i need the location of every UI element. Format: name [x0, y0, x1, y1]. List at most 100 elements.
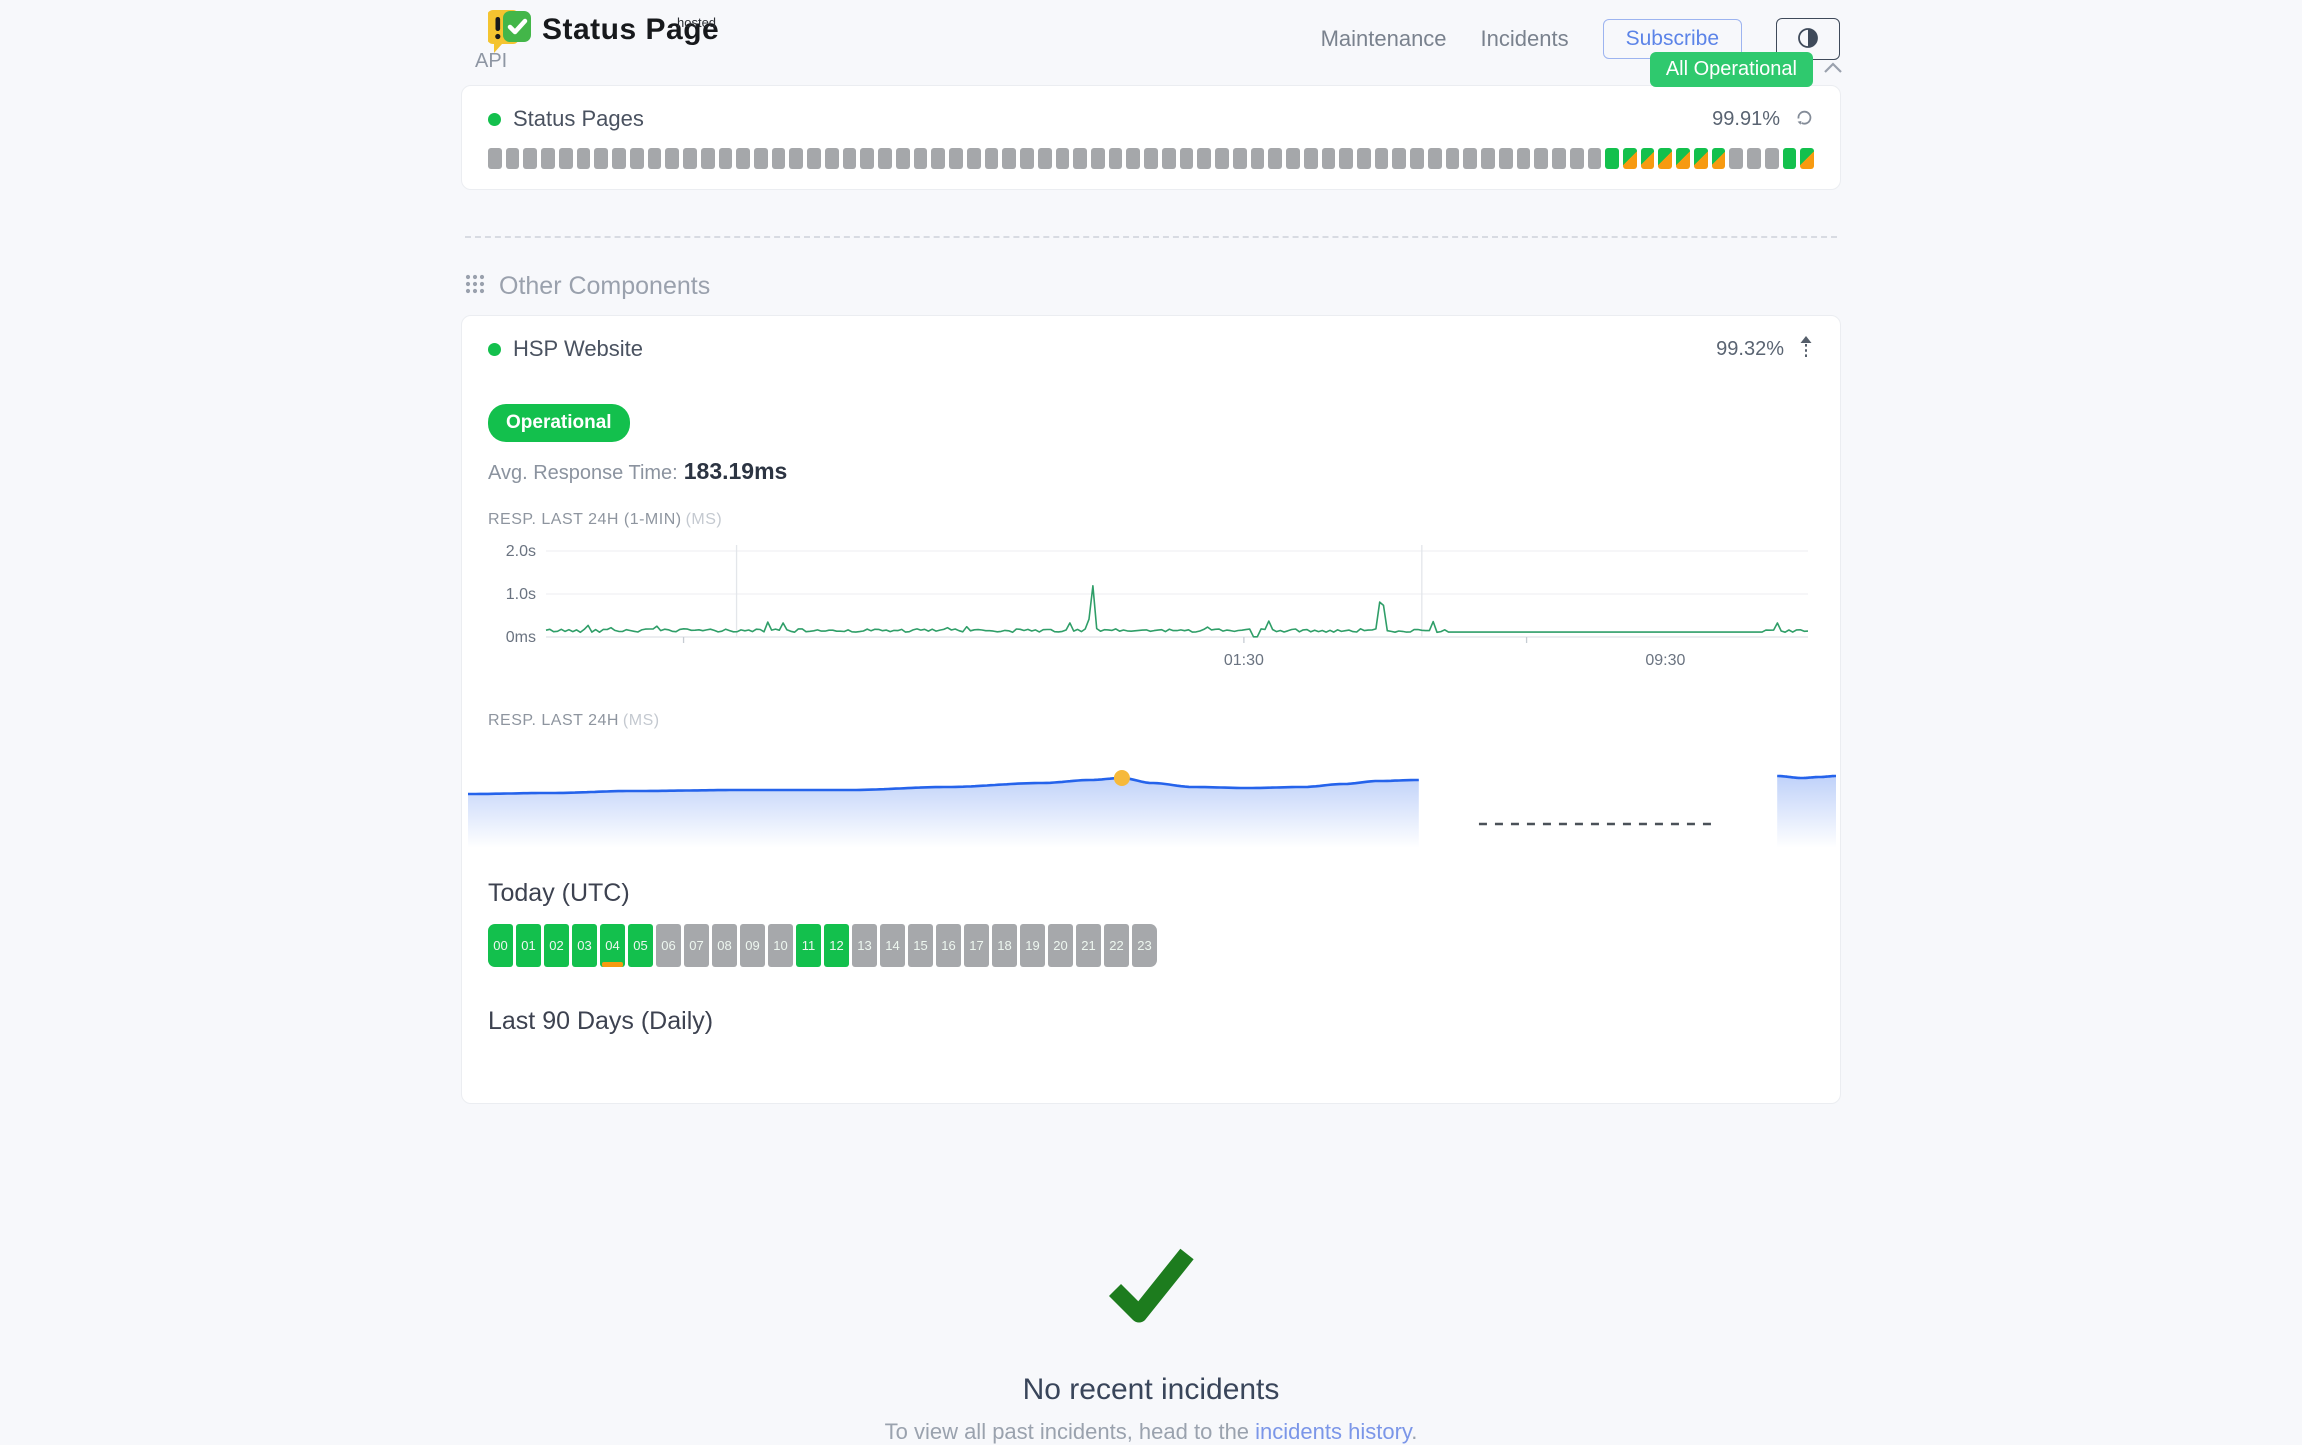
- uptime-bar[interactable]: [1090, 148, 1105, 169]
- uptime-bar[interactable]: [1126, 148, 1141, 169]
- uptime-bar[interactable]: [1002, 148, 1017, 169]
- uptime-bar[interactable]: [594, 148, 609, 169]
- hour-block[interactable]: 15: [908, 924, 933, 967]
- nav-maintenance[interactable]: Maintenance: [1320, 26, 1447, 51]
- uptime-bar[interactable]: [647, 148, 662, 169]
- uptime-bar[interactable]: [1764, 148, 1779, 169]
- incidents-history-link[interactable]: incidents history: [1255, 1419, 1412, 1444]
- hour-block[interactable]: 21: [1076, 924, 1101, 967]
- hour-block[interactable]: 02: [544, 924, 569, 967]
- uptime-bar[interactable]: [1729, 148, 1744, 169]
- uptime-bar[interactable]: [754, 148, 768, 169]
- uptime-bar[interactable]: [1197, 148, 1212, 169]
- uptime-bar[interactable]: [736, 148, 751, 169]
- chevron-up-icon[interactable]: [1823, 61, 1843, 79]
- response-time-area-chart[interactable]: [468, 736, 1838, 853]
- uptime-bar[interactable]: [700, 148, 715, 169]
- uptime-bar[interactable]: [1800, 148, 1815, 169]
- uptime-bar[interactable]: [576, 148, 591, 169]
- hour-block[interactable]: 11: [796, 924, 821, 967]
- uptime-bar[interactable]: [860, 148, 875, 169]
- hour-block[interactable]: 22: [1104, 924, 1129, 967]
- logo[interactable]: Status Page hosted: [487, 8, 719, 54]
- uptime-bar[interactable]: [1321, 148, 1336, 169]
- uptime-bar[interactable]: [1037, 148, 1052, 169]
- uptime-bar[interactable]: [1640, 148, 1655, 169]
- uptime-bar[interactable]: [1481, 148, 1495, 169]
- uptime-bar[interactable]: [1055, 148, 1070, 169]
- hour-block[interactable]: 00: [488, 924, 513, 967]
- uptime-bar[interactable]: [1552, 148, 1566, 169]
- uptime-bar[interactable]: [1623, 148, 1637, 169]
- uptime-bar[interactable]: [1498, 148, 1513, 169]
- hour-block[interactable]: 05: [628, 924, 653, 967]
- uptime-bar[interactable]: [1445, 148, 1460, 169]
- uptime-bar[interactable]: [1747, 148, 1761, 169]
- uptime-bar[interactable]: [1534, 148, 1549, 169]
- hour-block[interactable]: 01: [516, 924, 541, 967]
- uptime-bar[interactable]: [488, 148, 502, 169]
- uptime-bar[interactable]: [523, 148, 538, 169]
- hour-block[interactable]: 03: [572, 924, 597, 967]
- hour-block[interactable]: 17: [964, 924, 989, 967]
- response-time-chart-1min[interactable]: 2.0s 1.0s 0ms 01:30 09:30: [488, 537, 1814, 682]
- hour-block[interactable]: 04: [600, 924, 625, 967]
- uptime-bar[interactable]: [1587, 148, 1602, 169]
- uptime-bar[interactable]: [1427, 148, 1442, 169]
- uptime-bar[interactable]: [1144, 148, 1158, 169]
- hour-block[interactable]: 08: [712, 924, 737, 967]
- uptime-bar[interactable]: [949, 148, 963, 169]
- uptime-bar[interactable]: [1215, 148, 1229, 169]
- uptime-bar[interactable]: [629, 148, 644, 169]
- uptime-bar[interactable]: [1392, 148, 1407, 169]
- uptime-bar[interactable]: [1605, 148, 1619, 169]
- uptime-bar[interactable]: [1658, 148, 1673, 169]
- hour-block[interactable]: 23: [1132, 924, 1157, 967]
- uptime-bar[interactable]: [824, 148, 839, 169]
- uptime-bar[interactable]: [1303, 148, 1318, 169]
- hour-block[interactable]: 18: [992, 924, 1017, 967]
- uptime-bar[interactable]: [1676, 148, 1690, 169]
- hour-block[interactable]: 13: [852, 924, 877, 967]
- uptime-bar[interactable]: [665, 148, 680, 169]
- uptime-bar[interactable]: [718, 148, 733, 169]
- uptime-bar[interactable]: [1463, 148, 1478, 169]
- uptime-bar[interactable]: [1782, 148, 1797, 169]
- uptime-bar[interactable]: [1286, 148, 1300, 169]
- uptime-bar[interactable]: [878, 148, 892, 169]
- uptime-bar[interactable]: [1073, 148, 1087, 169]
- hour-block[interactable]: 06: [656, 924, 681, 967]
- uptime-bar[interactable]: [789, 148, 804, 169]
- uptime-bar[interactable]: [842, 148, 857, 169]
- uptime-bar[interactable]: [771, 148, 786, 169]
- uptime-bar[interactable]: [1356, 148, 1371, 169]
- uptime-bar[interactable]: [1339, 148, 1353, 169]
- uptime-bar[interactable]: [807, 148, 821, 169]
- uptime-bar[interactable]: [1374, 148, 1389, 169]
- refresh-icon[interactable]: [1794, 107, 1814, 132]
- uptime-bar[interactable]: [1108, 148, 1123, 169]
- uptime-bar[interactable]: [931, 148, 946, 169]
- uptime-bar[interactable]: [1250, 148, 1265, 169]
- hour-block[interactable]: 19: [1020, 924, 1045, 967]
- uptime-bar[interactable]: [1020, 148, 1034, 169]
- uptime-bar[interactable]: [1516, 148, 1531, 169]
- uptime-bar[interactable]: [541, 148, 555, 169]
- uptime-bar[interactable]: [1179, 148, 1194, 169]
- hour-block[interactable]: 14: [880, 924, 905, 967]
- uptime-bar[interactable]: [895, 148, 910, 169]
- arrow-up-dashed-icon[interactable]: [1798, 335, 1814, 364]
- uptime-bar[interactable]: [984, 148, 999, 169]
- uptime-bar[interactable]: [1268, 148, 1283, 169]
- uptime-bar[interactable]: [966, 148, 981, 169]
- uptime-bar[interactable]: [1410, 148, 1424, 169]
- uptime-bar[interactable]: [612, 148, 626, 169]
- hour-block[interactable]: 16: [936, 924, 961, 967]
- uptime-bar[interactable]: [1711, 148, 1726, 169]
- uptime-bar[interactable]: [1569, 148, 1584, 169]
- uptime-bar[interactable]: [913, 148, 928, 169]
- uptime-bar[interactable]: [505, 148, 520, 169]
- uptime-bar[interactable]: [1232, 148, 1247, 169]
- hour-block[interactable]: 09: [740, 924, 765, 967]
- uptime-bar[interactable]: [1161, 148, 1176, 169]
